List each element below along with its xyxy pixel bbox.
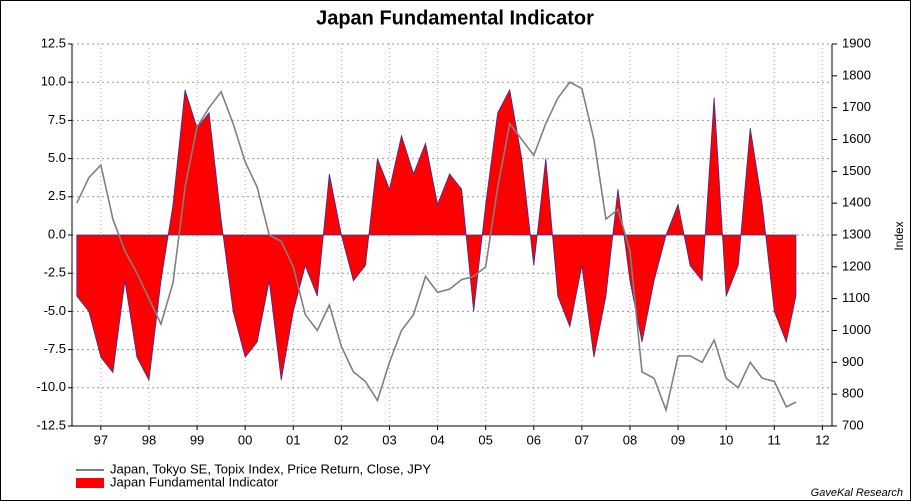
y-tick-label: -10.0: [36, 379, 66, 394]
area: [76, 88, 797, 382]
x-tick-label: 98: [142, 432, 156, 447]
y-tick-label: 12.5: [41, 35, 66, 50]
chart-title: Japan Fundamental Indicator: [316, 7, 594, 29]
legend-label: Japan, Tokyo SE, Topix Index, Price Retu…: [110, 461, 431, 476]
y2-tick-label: 1300: [842, 226, 871, 241]
y2-tick-label: 1700: [842, 99, 871, 114]
source: GaveKal Research: [811, 487, 903, 499]
y2-tick-label: 1600: [842, 131, 871, 146]
x-tick-label: 03: [382, 432, 396, 447]
y2-tick-label: 1200: [842, 258, 871, 273]
x-tick-label: 01: [286, 432, 300, 447]
y-tick-label: 10.0: [41, 74, 66, 89]
x-tick-label: 99: [190, 432, 204, 447]
x-tick-label: 04: [430, 432, 444, 447]
y2-tick-label: 800: [842, 386, 864, 401]
x-tick-label: 11: [768, 432, 782, 447]
y2-axis-label: Index: [892, 221, 906, 250]
x-tick-label: 10: [719, 432, 733, 447]
x-tick-label: 05: [478, 432, 492, 447]
y-tick-label: 2.5: [48, 188, 66, 203]
y-tick-label: -5.0: [44, 303, 66, 318]
x-tick-label: 02: [334, 432, 348, 447]
y2-tick-label: 1500: [842, 163, 871, 178]
y2-tick-label: 1900: [842, 35, 871, 50]
x-tick-label: 97: [94, 432, 108, 447]
y-tick-label: 5.0: [48, 150, 66, 165]
y2-tick-label: 900: [842, 354, 864, 369]
legend-label: Japan Fundamental Indicator: [110, 474, 279, 489]
y-tick-label: 0.0: [48, 226, 66, 241]
x-tick-label: 06: [527, 432, 541, 447]
x-tick-label: 00: [238, 432, 252, 447]
y2-tick-label: 700: [842, 417, 864, 432]
y2-tick-label: 1100: [842, 290, 870, 305]
y-tick-label: 7.5: [48, 112, 66, 127]
line: [76, 81, 797, 413]
x-tick-label: 08: [623, 432, 637, 447]
legend-swatch: [76, 478, 104, 488]
x-tick-label: 07: [575, 432, 589, 447]
y-tick-label: -2.5: [44, 265, 66, 280]
y2-tick-label: 1000: [842, 322, 871, 337]
x-tick-label: 12: [815, 432, 829, 447]
y2-tick-label: 1800: [842, 67, 871, 82]
y-tick-label: -7.5: [44, 341, 66, 356]
x-tick-label: 09: [671, 432, 685, 447]
y-tick-label: -12.5: [36, 417, 66, 432]
y2-tick-label: 1400: [842, 195, 871, 210]
